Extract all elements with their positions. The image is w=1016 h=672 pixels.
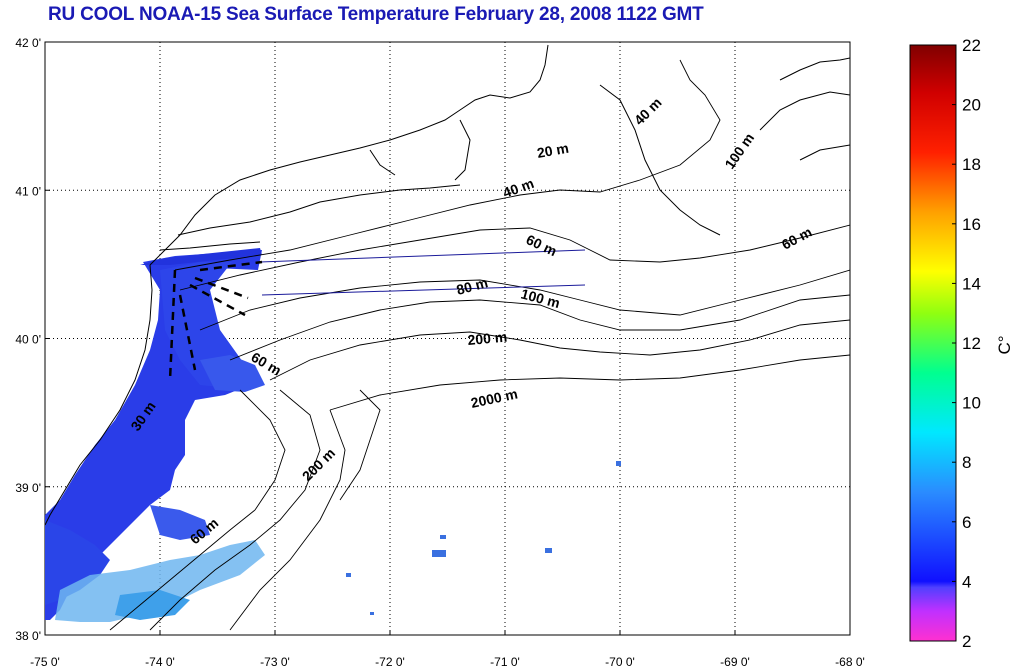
y-tick-label: 40 0' [15, 333, 41, 347]
x-tick-label: -71 0' [490, 655, 520, 669]
colorbar-tick-label: 12 [962, 334, 981, 353]
colorbar-tick-label: 6 [962, 513, 971, 532]
colorbar-tick-label: 18 [962, 155, 981, 174]
y-tick-label: 42 0' [15, 36, 41, 50]
colorbar-tick-label: 14 [962, 274, 981, 293]
y-tick-label: 38 0' [15, 629, 41, 643]
colorbar-tick-label: 16 [962, 215, 981, 234]
x-tick-label: -70 0' [605, 655, 635, 669]
colorbar-tick-label: 20 [962, 96, 981, 115]
dashed-tracks [168, 260, 263, 381]
x-tick-label: -72 0' [375, 655, 405, 669]
colorbar-tick-label: 10 [962, 394, 981, 413]
axis-ticks: -75 0' -74 0' -73 0' -72 0' -71 0' -70 0' -69 … [15, 36, 864, 669]
x-tick-label: -69 0' [720, 655, 750, 669]
x-tick-label: -68 0' [835, 655, 865, 669]
colorbar-unit-label: C° [995, 335, 1014, 354]
contour-label-200m-a: 200 m [467, 329, 508, 348]
x-tick-label: -75 0' [30, 655, 60, 669]
colorbar-ticks: 22 20 18 16 14 12 10 8 6 4 2 [952, 36, 981, 651]
map-title: RU COOL NOAA-15 Sea Surface Temperature … [48, 4, 704, 25]
transect-lines [259, 249, 586, 296]
colorbar-gradient [909, 44, 957, 642]
sst-patches [346, 461, 621, 615]
x-tick-label: -73 0' [260, 655, 290, 669]
contour-label-20m: 20 m [536, 140, 570, 161]
colorbar-tick-label: 22 [962, 36, 981, 55]
colorbar-tick-label: 4 [962, 572, 971, 591]
sst-cold-region [45, 248, 265, 622]
x-tick-label: -74 0' [145, 655, 175, 669]
bathymetry-contours [109, 59, 850, 631]
colorbar-tick-label: 8 [962, 453, 971, 472]
colorbar-tick-label: 2 [962, 632, 971, 651]
contour-label-80m: 80 m [455, 274, 490, 298]
y-tick-label: 39 0' [15, 481, 41, 495]
y-tick-label: 41 0' [15, 184, 41, 198]
colorbar: 22 20 18 16 14 12 10 8 6 4 2 C° [909, 36, 1014, 651]
